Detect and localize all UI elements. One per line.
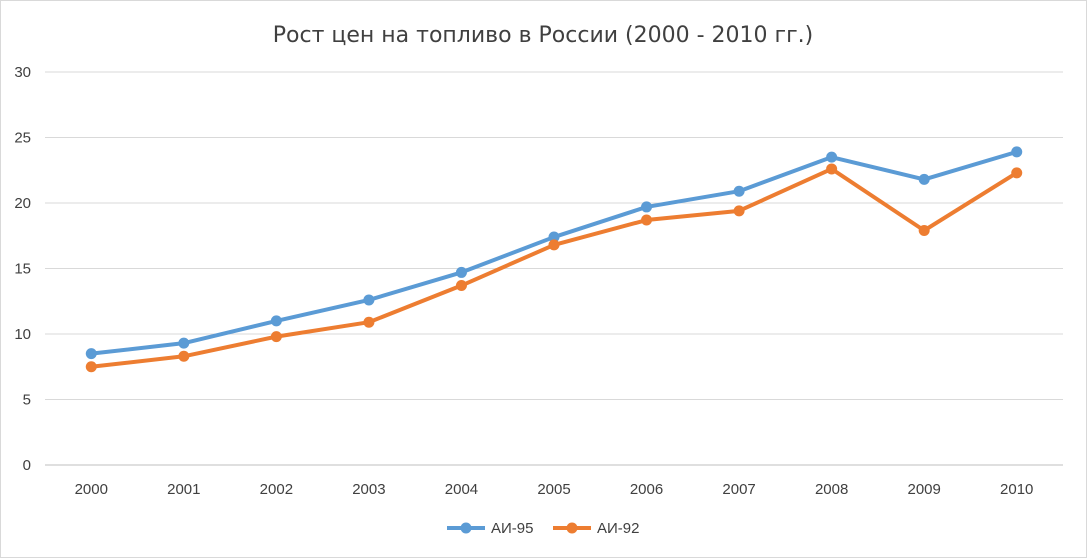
legend: АИ-95 АИ-92 [447,520,639,537]
data-point [548,239,560,251]
y-tick-label: 10 [14,326,31,343]
data-point [270,331,282,343]
x-tick-label: 2010 [1000,481,1033,498]
y-axis-tick-labels: 0 5 10 15 20 25 30 [14,64,31,474]
x-tick-label: 2000 [75,481,108,498]
data-point [918,173,930,185]
data-point [85,348,97,360]
data-point [641,201,653,213]
data-point [270,315,282,327]
legend-item: АИ-95 [447,520,533,537]
x-tick-label: 2002 [260,481,293,498]
legend-item: АИ-92 [553,520,639,537]
x-tick-label: 2009 [907,481,940,498]
data-point [178,350,190,362]
y-tick-label: 25 [14,130,31,147]
x-tick-label: 2007 [722,481,755,498]
data-point [363,316,375,328]
data-point [178,337,190,349]
data-point [455,266,467,278]
series-1 [85,146,1023,360]
y-tick-label: 30 [14,64,31,81]
data-point [918,225,930,237]
data-point [363,294,375,306]
legend-label: АИ-95 [491,520,533,537]
data-point [641,214,653,226]
x-tick-label: 2008 [815,481,848,498]
series-2 [85,163,1023,373]
data-point [733,185,745,197]
data-point [1011,167,1023,179]
data-point [826,151,838,163]
y-tick-label: 15 [14,261,31,278]
data-point [1011,146,1023,158]
x-tick-label: 2001 [167,481,200,498]
data-point [455,280,467,292]
chart-title: Рост цен на топливо в России (2000 - 201… [273,23,813,48]
legend-marker [566,522,578,534]
data-point [733,205,745,217]
y-tick-label: 5 [23,392,31,409]
data-point [548,231,560,243]
legend-label: АИ-92 [597,520,639,537]
x-tick-label: 2005 [537,481,570,498]
x-axis-tick-labels: 2000 2001 2002 2003 2004 2005 2006 2007 2008 2009… [75,481,1034,498]
x-tick-label: 2003 [352,481,385,498]
x-tick-label: 2004 [445,481,478,498]
y-tick-label: 0 [23,457,31,474]
series-lines [85,146,1023,373]
data-point [826,163,838,175]
x-tick-label: 2006 [630,481,663,498]
y-tick-label: 20 [14,195,31,212]
data-point [85,361,97,373]
legend-marker [460,522,472,534]
